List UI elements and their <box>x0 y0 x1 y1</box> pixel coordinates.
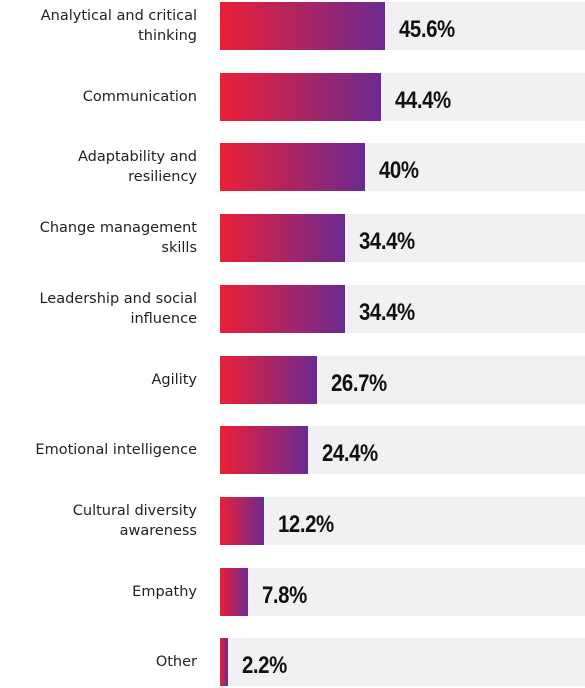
bar <box>220 355 317 404</box>
category-label: Other <box>0 638 197 686</box>
category-text: Change management skills <box>39 220 197 257</box>
value-label: 12.2% <box>278 510 334 538</box>
bar <box>220 638 228 687</box>
value-label: 26.7% <box>330 369 387 397</box>
value-label: 34.4% <box>358 228 415 256</box>
category-text: Analytical and critical thinking <box>40 8 197 44</box>
bar <box>220 426 309 475</box>
category-label: Cultural diversity awareness <box>0 497 197 545</box>
bar <box>220 2 386 50</box>
value-label: 44.4% <box>394 86 451 114</box>
bar <box>220 214 345 263</box>
category-label: Communication <box>0 73 197 121</box>
category-text: Other <box>155 654 197 671</box>
category-label: Empathy <box>0 568 197 616</box>
value-label: 45.6% <box>399 16 455 43</box>
value-label: 2.2% <box>241 652 287 680</box>
bar <box>220 72 381 121</box>
category-text: Adaptability and resiliency <box>78 149 197 186</box>
category-label: Change management skills <box>0 214 197 262</box>
bar <box>220 284 345 333</box>
category-text: Empathy <box>132 583 197 600</box>
category-text: Cultural diversity awareness <box>72 502 197 539</box>
category-label: Agility <box>0 356 197 404</box>
category-text: Leadership and social influence <box>39 290 197 327</box>
category-label: Emotional intelligence <box>0 426 197 474</box>
bar-track <box>220 567 585 616</box>
category-text: Communication <box>82 88 197 105</box>
bar-track <box>220 496 585 545</box>
value-label: 34.4% <box>358 298 415 326</box>
category-text: Emotional intelligence <box>35 442 197 459</box>
bar <box>220 143 365 192</box>
value-label: 24.4% <box>322 440 379 468</box>
value-label: 7.8% <box>262 581 308 609</box>
category-label: Adaptability and resiliency <box>0 143 197 191</box>
category-label: Analytical and critical thinking <box>0 2 197 50</box>
category-label: Leadership and social influence <box>0 285 197 333</box>
value-label: 40% <box>378 157 419 185</box>
bar <box>220 496 265 545</box>
bar <box>220 567 249 616</box>
category-text: Agility <box>151 371 197 388</box>
bar-track <box>220 638 585 687</box>
